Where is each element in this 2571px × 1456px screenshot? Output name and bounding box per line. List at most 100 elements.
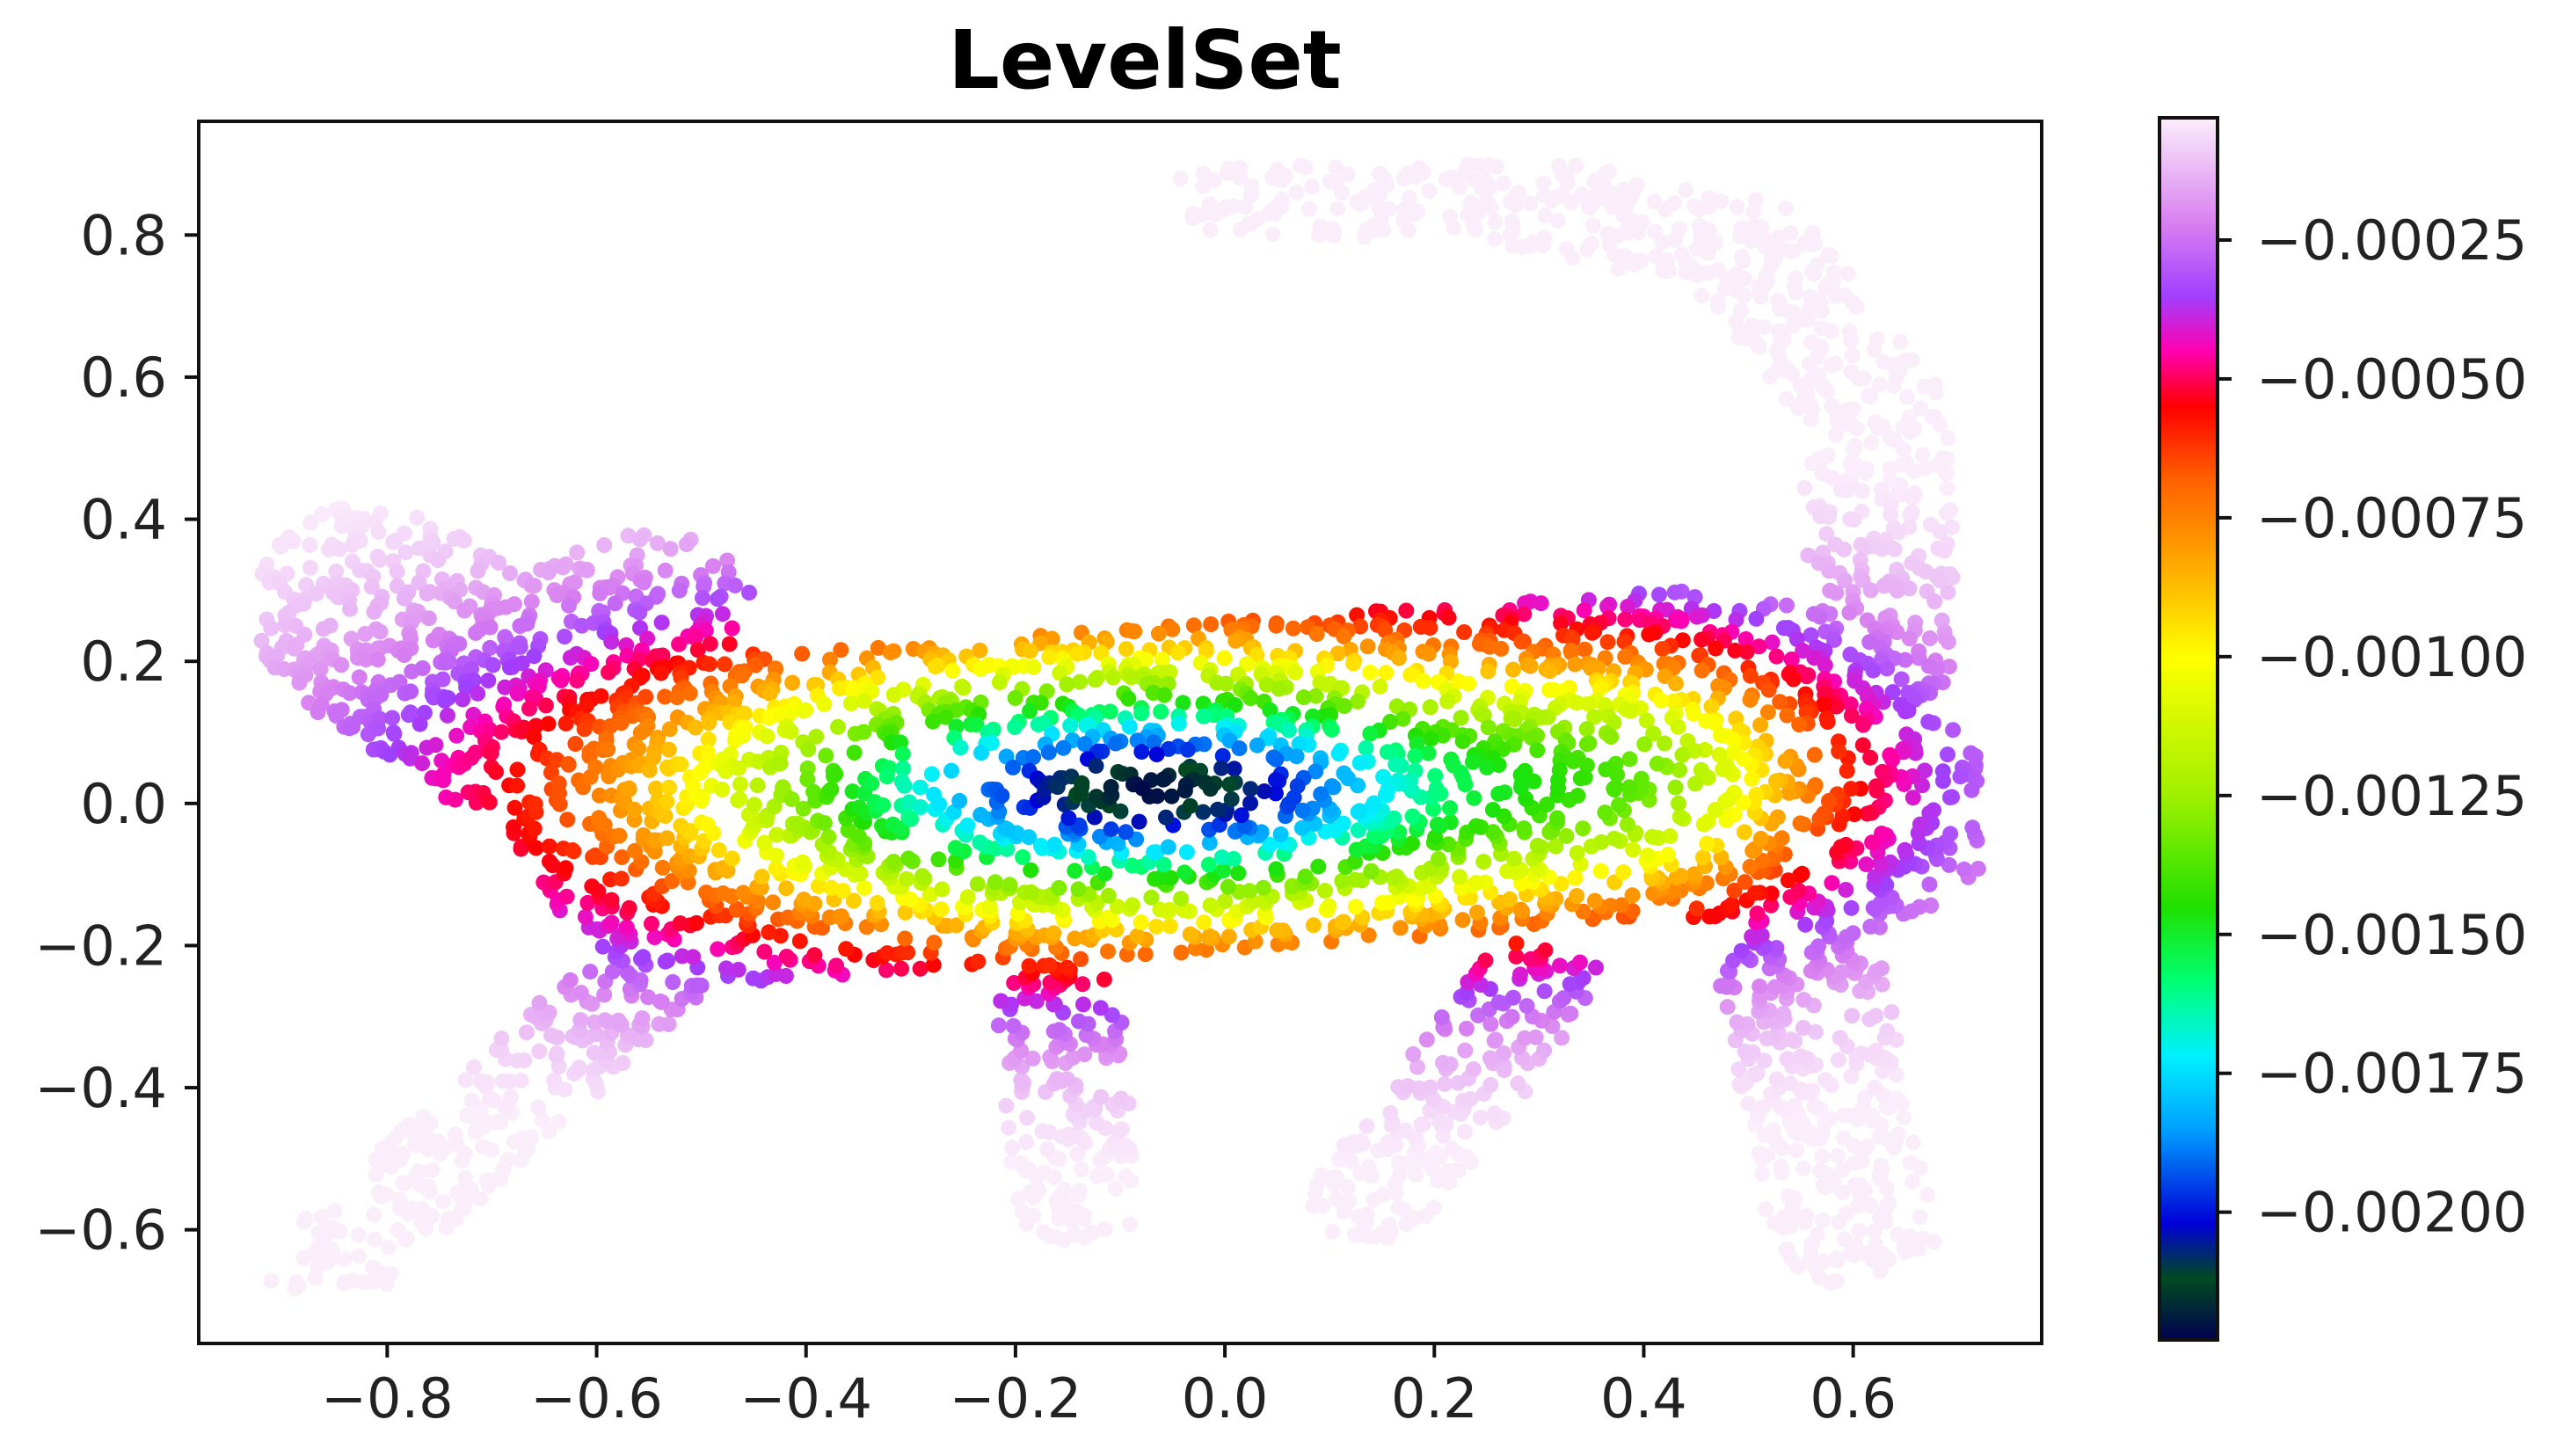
scatter-point [1736,824,1752,841]
scatter-point [1158,809,1174,826]
scatter-point [1553,876,1570,892]
scatter-point [1856,1089,1873,1106]
scatter-point [1216,650,1233,666]
scatter-point [1944,569,1961,586]
scatter-point [1884,684,1901,701]
scatter-point [1752,830,1769,847]
scatter-point [434,671,451,688]
scatter-point [596,986,613,1003]
scatter-point [1569,888,1585,904]
scatter-point [1522,658,1539,674]
scatter-point [912,779,929,796]
scatter-point [537,697,554,714]
scatter-point [621,781,637,797]
scatter-point [1541,663,1558,680]
scatter-point [1782,1031,1799,1048]
scatter-point [1059,1071,1075,1088]
scatter-point [732,776,748,792]
scatter-point [596,817,613,834]
scatter-point [1730,1061,1747,1078]
scatter-point [944,662,961,679]
scatter-point [1699,835,1715,852]
scatter-point [513,655,530,672]
scatter-point [1133,914,1149,931]
scatter-point [1549,810,1565,826]
scatter-point [1874,960,1890,977]
scatter-point [1660,847,1676,863]
scatter-point [351,669,368,686]
scatter-point [1194,207,1211,223]
scatter-point [1478,173,1495,190]
scatter-point [1426,1199,1442,1216]
scatter-point [1218,675,1235,692]
scatter-point [569,544,586,561]
scatter-point [1285,620,1301,637]
scatter-point [1550,772,1567,789]
scatter-point [448,727,465,744]
scatter-point [1462,194,1479,211]
scatter-point [1889,1067,1905,1083]
scatter-point [1396,1202,1413,1219]
scatter-point [456,1199,473,1216]
scatter-point [1709,292,1726,309]
scatter-point [596,537,613,553]
scatter-point [1093,1088,1110,1105]
scatter-point [1164,621,1181,637]
scatter-point [1777,200,1794,217]
scatter-point [1502,891,1518,907]
scatter-point [435,772,452,789]
scatter-point [660,741,677,758]
scatter-point [1742,691,1759,708]
scatter-point [572,1012,589,1029]
scatter-point [555,559,572,576]
scatter-point [1536,983,1553,1000]
scatter-point [1308,626,1325,642]
scatter-point [1754,853,1771,869]
scatter-point [1751,1145,1767,1161]
scatter-point [1585,195,1601,212]
scatter-point [562,650,579,666]
scatter-point [549,587,565,604]
scatter-point [1936,542,1953,559]
scatter-point [1310,858,1327,875]
scatter-point [1646,193,1663,210]
x-tick-label: −0.2 [950,1366,1082,1431]
scatter-point [1831,743,1847,760]
scatter-point [894,746,911,762]
scatter-point [800,741,817,758]
scatter-point [1748,610,1765,627]
scatter-point [613,715,630,732]
scatter-point [1034,1123,1051,1139]
scatter-point [1313,786,1329,803]
scatter-point [502,1088,519,1105]
scatter-point [806,947,823,964]
scatter-point [1843,899,1860,916]
scatter-point [1867,414,1883,431]
scatter-point [719,552,736,569]
scatter-point [367,1231,382,1248]
scatter-point [513,724,530,739]
scatter-point [1068,645,1085,662]
scatter-point [310,1225,327,1241]
scatter-point [1366,795,1382,812]
scatter-point [1742,858,1759,875]
scatter-point [1671,795,1686,812]
scatter-point [878,962,894,979]
scatter-point [695,590,710,607]
scatter-point [1480,719,1497,736]
scatter-point [1382,1224,1399,1241]
scatter-point [397,544,414,561]
scatter-point [1883,506,1899,522]
scatter-point [1838,1205,1854,1222]
scatter-point [1710,262,1727,279]
scatter-point [1243,178,1260,194]
scatter-point [1339,166,1356,183]
scatter-point [1795,992,1812,1008]
scatter-point [1940,584,1956,601]
scatter-point [564,842,580,858]
scatter-point [1773,830,1790,847]
scatter-point [1301,200,1317,217]
scatter-point [1504,1008,1520,1025]
scatter-point [1466,171,1482,188]
scatter-point [1952,768,1969,785]
